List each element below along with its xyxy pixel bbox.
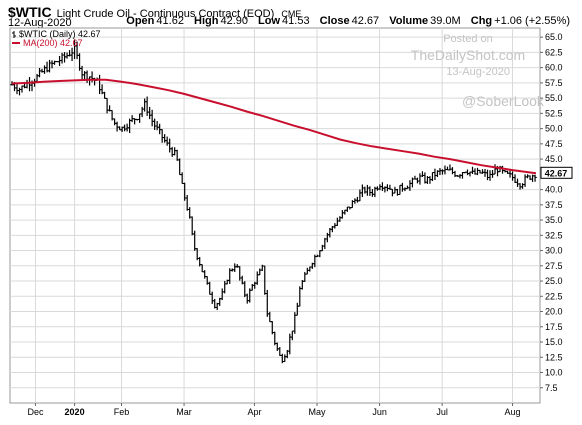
y-tick-label: 35.0 bbox=[545, 215, 563, 225]
y-axis: 7.5 10.0 12.5 15.0 17.5 20.0 22.5 25.0 27.5 30.0 3… bbox=[540, 32, 563, 393]
x-tick-label: Apr bbox=[247, 407, 261, 417]
x-tick-label: Dec bbox=[27, 407, 44, 417]
exchange-label: CME bbox=[281, 9, 302, 19]
y-tick-label: 12.5 bbox=[545, 352, 563, 362]
volume-value: 39.0M bbox=[430, 15, 461, 27]
ma-line bbox=[11, 78, 537, 175]
x-tick-label: Jul bbox=[436, 407, 448, 417]
low-label: Low bbox=[258, 15, 281, 27]
y-tick-label: 37.5 bbox=[545, 200, 563, 210]
y-tick-label: 15.0 bbox=[545, 337, 563, 347]
y-tick-label: 50.0 bbox=[545, 124, 563, 134]
ticker-symbol: $WTIC bbox=[8, 4, 52, 20]
y-tick-label: 55.0 bbox=[545, 93, 563, 103]
x-tick-label: Jun bbox=[372, 407, 387, 417]
close-label: Close bbox=[319, 15, 350, 27]
watermark-handle: @SoberLook bbox=[462, 93, 545, 109]
high-label: High bbox=[194, 15, 219, 27]
watermark-posted: Posted on bbox=[443, 33, 493, 45]
y-tick-label: 65.0 bbox=[545, 32, 563, 42]
ma-series bbox=[11, 78, 537, 175]
price-bars bbox=[10, 39, 537, 364]
ohlc-bar bbox=[533, 174, 537, 182]
y-tick-label: 25.0 bbox=[545, 276, 563, 286]
y-tick-label: 27.5 bbox=[545, 261, 563, 271]
high-value: 42.90 bbox=[220, 15, 248, 27]
x-tick-label: Mar bbox=[176, 407, 192, 417]
y-tick-label: 22.5 bbox=[545, 291, 563, 301]
y-tick-label: 32.5 bbox=[545, 230, 563, 240]
last-price-label: 42.67 bbox=[545, 168, 568, 178]
x-axis: Dec 2020 Feb Mar Apr May Jun Jul Aug bbox=[27, 403, 521, 417]
y-tick-label: 40.0 bbox=[545, 185, 563, 195]
legend-price: $WTIC (Daily) 42.67 bbox=[19, 29, 101, 39]
y-tick-label: 30.0 bbox=[545, 246, 563, 256]
grid bbox=[10, 28, 540, 403]
x-tick-label: 2020 bbox=[65, 407, 85, 417]
chart-date: 12-Aug-2020 bbox=[8, 17, 72, 29]
y-tick-label: 57.5 bbox=[545, 78, 563, 88]
close-value: 42.67 bbox=[351, 15, 380, 27]
instrument-description: Light Crude Oil - Continuous Contract (E… bbox=[56, 8, 275, 20]
x-tick-label: Aug bbox=[505, 407, 521, 417]
y-tick-label: 45.0 bbox=[545, 154, 563, 164]
chg-value: +1.06 (+2.55%) bbox=[494, 15, 570, 27]
y-tick-label: 20.0 bbox=[545, 307, 563, 317]
y-tick-label: 47.5 bbox=[545, 139, 563, 149]
x-tick-label: May bbox=[309, 407, 327, 417]
last-price-marker: 42.67 bbox=[540, 166, 573, 179]
chg-label: Chg bbox=[470, 15, 493, 27]
chart-title: $WTIC Light Crude Oil - Continuous Contr… bbox=[8, 4, 301, 20]
legend-price-icon bbox=[12, 31, 16, 38]
low-value: 41.53 bbox=[282, 15, 310, 27]
watermark-site: TheDailyShot.com bbox=[411, 47, 525, 63]
watermark-date: 13-Aug-2020 bbox=[446, 66, 510, 78]
y-tick-label: 17.5 bbox=[545, 322, 563, 332]
open-value: 41.62 bbox=[156, 15, 184, 27]
y-tick-label: 7.5 bbox=[545, 383, 558, 393]
watermark: Posted on TheDailyShot.com 13-Aug-2020 @… bbox=[411, 33, 545, 109]
volume-label: Volume bbox=[389, 15, 429, 27]
price-stats: Open 41.62 High 42.90 Low 41.53 Close 42.67 … bbox=[126, 15, 570, 27]
legend: $WTIC (Daily) 42.67 MA(200) 42.67 bbox=[12, 29, 101, 48]
legend-ma: MA(200) 42.67 bbox=[23, 38, 83, 48]
y-tick-label: 62.5 bbox=[545, 47, 563, 57]
open-label: Open bbox=[126, 15, 155, 27]
y-tick-label: 10.0 bbox=[545, 368, 563, 378]
y-tick-label: 60.0 bbox=[545, 63, 563, 73]
x-tick-label: Feb bbox=[114, 407, 130, 417]
y-tick-label: 52.5 bbox=[545, 108, 563, 118]
